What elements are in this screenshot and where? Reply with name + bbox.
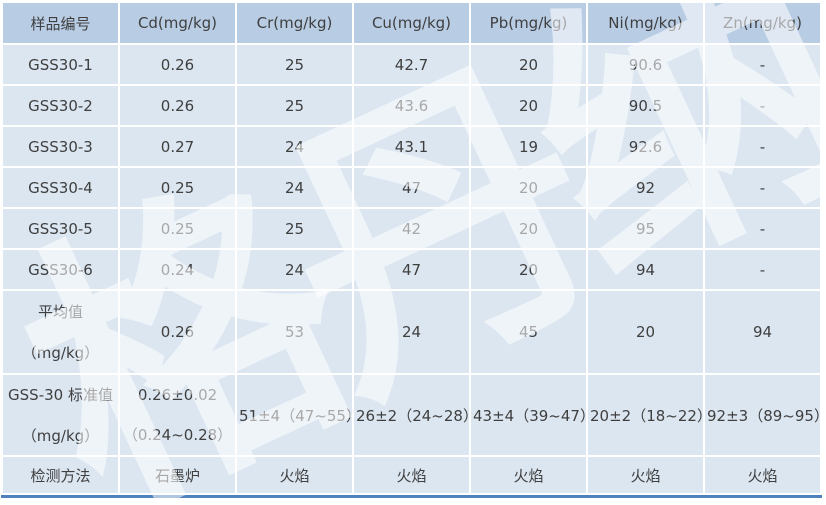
method-cell: 石墨炉 [120, 457, 235, 493]
value-cell: 20 [471, 45, 586, 84]
value-cell: 95 [588, 209, 703, 248]
value-cell: 47 [354, 250, 469, 289]
column-header-cd: Cd(mg/kg) [120, 3, 235, 43]
value-cell: 0.26 [120, 86, 235, 125]
value-cell: 47 [354, 168, 469, 207]
method-cell: 火焰 [354, 457, 469, 493]
value-cell: 24 [237, 127, 352, 166]
value-cell: 20 [471, 86, 586, 125]
value-cell: 24 [237, 168, 352, 207]
value-cell: 42 [354, 209, 469, 248]
average-label-line1: 平均值 [37, 303, 83, 321]
value-cell: 20 [588, 291, 703, 373]
value-cell: 0.25 [120, 209, 235, 248]
column-header-zn: Zn(mg/kg) [705, 3, 820, 43]
value-cell: 24 [354, 291, 469, 373]
table-row-gss30-5: GSS30-5 0.25 25 42 20 95 - [3, 209, 820, 248]
value-cell: 0.26 [120, 291, 235, 373]
value-cell: 25 [237, 209, 352, 248]
value-cell: 20 [471, 168, 586, 207]
header-row: 样品编号 Cd(mg/kg) Cr(mg/kg) Cu(mg/kg) Pb(mg… [3, 3, 820, 43]
value-cell: - [705, 168, 820, 207]
sample-id-cell: GSS30-5 [3, 209, 118, 248]
value-cell: - [705, 209, 820, 248]
standard-cd-value: 0.26±0.02 （0.24~0.28） [122, 375, 233, 455]
average-label: 平均值 （mg/kg） [5, 291, 116, 373]
value-cell: 53 [237, 291, 352, 373]
standard-label-cell: GSS-30 标准值 （mg/kg） [3, 375, 118, 455]
method-label-cell: 检测方法 [3, 457, 118, 493]
sample-id-cell: GSS30-1 [3, 45, 118, 84]
value-cell: 0.24 [120, 250, 235, 289]
value-cell: 90.5 [588, 86, 703, 125]
column-header-ni: Ni(mg/kg) [588, 3, 703, 43]
value-cell: 26±2（24~28） [354, 375, 469, 455]
table-row-gss30-3: GSS30-3 0.27 24 43.1 19 92.6 - [3, 127, 820, 166]
value-cell: 20 [471, 209, 586, 248]
method-cell: 火焰 [237, 457, 352, 493]
value-cell: 43.6 [354, 86, 469, 125]
standard-label-line2: （mg/kg） [21, 427, 100, 445]
table-row-gss30-1: GSS30-1 0.26 25 42.7 20 90.6 - [3, 45, 820, 84]
method-cell: 火焰 [588, 457, 703, 493]
column-header-pb: Pb(mg/kg) [471, 3, 586, 43]
value-cell: 19 [471, 127, 586, 166]
method-cell: 火焰 [705, 457, 820, 493]
value-cell: - [705, 86, 820, 125]
average-label-line2: （mg/kg） [21, 344, 100, 362]
value-cell: 25 [237, 86, 352, 125]
average-label-cell: 平均值 （mg/kg） [3, 291, 118, 373]
column-header-cu: Cu(mg/kg) [354, 3, 469, 43]
sample-id-cell: GSS30-6 [3, 250, 118, 289]
value-cell: 92.6 [588, 127, 703, 166]
value-cell: 94 [588, 250, 703, 289]
table-row-gss30-2: GSS30-2 0.26 25 43.6 20 90.5 - [3, 86, 820, 125]
table-row-detection-method: 检测方法 石墨炉 火焰 火焰 火焰 火焰 火焰 [3, 457, 820, 493]
value-cell: 51±4（47~55） [237, 375, 352, 455]
value-cell: 42.7 [354, 45, 469, 84]
value-cell: 94 [705, 291, 820, 373]
value-cell: - [705, 45, 820, 84]
value-cell: 25 [237, 45, 352, 84]
value-cell: 0.27 [120, 127, 235, 166]
column-header-cr: Cr(mg/kg) [237, 3, 352, 43]
value-cell: 92 [588, 168, 703, 207]
table-row-standard-value: GSS-30 标准值 （mg/kg） 0.26±0.02 （0.24~0.28）… [3, 375, 820, 455]
standard-label: GSS-30 标准值 （mg/kg） [5, 375, 116, 455]
value-cell: 0.25 [120, 168, 235, 207]
value-cell: 24 [237, 250, 352, 289]
results-table-container: 样品编号 Cd(mg/kg) Cr(mg/kg) Cu(mg/kg) Pb(mg… [1, 1, 822, 498]
value-cell: 90.6 [588, 45, 703, 84]
value-cell: - [705, 127, 820, 166]
sample-id-cell: GSS30-3 [3, 127, 118, 166]
value-cell: 92±3（89~95） [705, 375, 820, 455]
standard-label-line1: GSS-30 标准值 [8, 386, 113, 404]
value-cell: 20 [471, 250, 586, 289]
value-cell: 20±2（18~22） [588, 375, 703, 455]
column-header-sample-id: 样品编号 [3, 3, 118, 43]
value-cell: 0.26 [120, 45, 235, 84]
standard-cd-line1: 0.26±0.02 [137, 385, 218, 404]
value-cell: - [705, 250, 820, 289]
table-row-gss30-6: GSS30-6 0.24 24 47 20 94 - [3, 250, 820, 289]
value-cell: 45 [471, 291, 586, 373]
table-row-average: 平均值 （mg/kg） 0.26 53 24 45 20 94 [3, 291, 820, 373]
value-cell: 43.1 [354, 127, 469, 166]
table-row-gss30-4: GSS30-4 0.25 24 47 20 92 - [3, 168, 820, 207]
standard-cd-cell: 0.26±0.02 （0.24~0.28） [120, 375, 235, 455]
sample-id-cell: GSS30-2 [3, 86, 118, 125]
results-table: 样品编号 Cd(mg/kg) Cr(mg/kg) Cu(mg/kg) Pb(mg… [1, 1, 822, 495]
standard-cd-line2: （0.24~0.28） [122, 425, 233, 444]
method-cell: 火焰 [471, 457, 586, 493]
sample-id-cell: GSS30-4 [3, 168, 118, 207]
value-cell: 43±4（39~47） [471, 375, 586, 455]
